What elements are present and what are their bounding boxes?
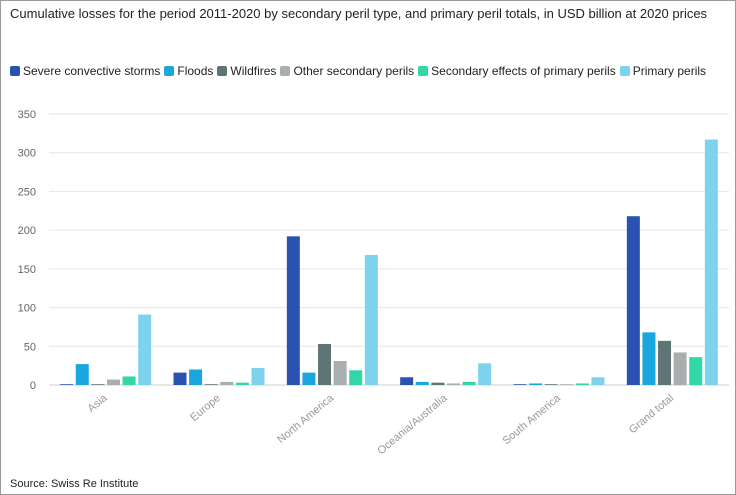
bar bbox=[626, 216, 640, 385]
x-tick-label: Europe bbox=[188, 392, 223, 424]
legend-item: Wildfires bbox=[217, 64, 276, 79]
y-tick-label: 50 bbox=[24, 341, 36, 353]
bar bbox=[251, 367, 265, 385]
legend-label: Wildfires bbox=[230, 64, 277, 78]
bar bbox=[235, 382, 249, 385]
bar bbox=[302, 372, 316, 385]
legend-item: Secondary effects of primary perils bbox=[418, 64, 616, 79]
legend-item: Other secondary perils bbox=[280, 64, 414, 79]
bar bbox=[431, 382, 445, 385]
bar bbox=[704, 139, 718, 385]
x-tick-label: South America bbox=[500, 392, 563, 448]
bar bbox=[286, 236, 300, 385]
bar bbox=[400, 377, 414, 385]
legend-label: Secondary effects of primary perils bbox=[431, 64, 616, 78]
legend-swatch bbox=[280, 66, 291, 76]
bar bbox=[673, 352, 687, 385]
x-tick-label: Asia bbox=[85, 392, 110, 416]
bar bbox=[364, 254, 378, 385]
bar bbox=[446, 383, 460, 385]
y-tick-label: 250 bbox=[18, 186, 36, 198]
legend-swatch bbox=[217, 66, 228, 76]
bar bbox=[91, 384, 105, 385]
chart-title: Cumulative losses for the period 2011-20… bbox=[10, 6, 708, 21]
legend-item: Severe convective storms bbox=[10, 64, 160, 79]
legend-swatch bbox=[10, 66, 20, 76]
y-tick-label: 0 bbox=[30, 380, 36, 392]
legend-label: Severe convective storms bbox=[23, 64, 161, 78]
legend-label: Other secondary perils bbox=[293, 64, 415, 78]
y-tick-label: 200 bbox=[18, 225, 36, 237]
legend-item: Primary perils bbox=[619, 64, 707, 79]
y-tick-label: 100 bbox=[18, 303, 36, 315]
bar bbox=[513, 384, 527, 385]
y-tick-label: 300 bbox=[18, 148, 36, 160]
bar bbox=[318, 343, 332, 385]
bar bbox=[349, 370, 363, 385]
bar bbox=[478, 363, 492, 385]
legend-label: Primary perils bbox=[632, 64, 707, 78]
bar bbox=[689, 357, 703, 385]
legend-label: Floods bbox=[177, 64, 214, 78]
bar bbox=[60, 384, 74, 385]
bar bbox=[544, 384, 558, 385]
legend-item: Floods bbox=[164, 64, 213, 79]
x-tick-label: North America bbox=[275, 392, 337, 447]
legend-swatch bbox=[418, 66, 429, 76]
bar bbox=[122, 376, 136, 385]
source-note: Source: Swiss Re Institute bbox=[10, 478, 139, 490]
bar bbox=[658, 340, 672, 385]
x-tick-label: Grand total bbox=[627, 392, 676, 436]
bar bbox=[333, 360, 347, 385]
bar bbox=[106, 379, 120, 385]
bar bbox=[138, 314, 152, 385]
bar bbox=[189, 369, 203, 385]
bar bbox=[173, 372, 187, 385]
bar bbox=[560, 384, 574, 385]
bar bbox=[642, 332, 656, 385]
bar bbox=[415, 381, 429, 385]
chart-legend: Severe convective storms Floods Wildfires O… bbox=[10, 64, 726, 79]
bar bbox=[204, 384, 218, 385]
chart-plot: 0 50 100 150 200 250 300 350 Asia Europe North Ame… bbox=[18, 109, 729, 458]
y-tick-label: 350 bbox=[18, 109, 36, 121]
bar bbox=[529, 383, 543, 385]
bar bbox=[220, 381, 234, 385]
bar bbox=[575, 383, 589, 385]
legend-swatch bbox=[164, 66, 175, 76]
bar bbox=[591, 377, 605, 385]
bar bbox=[75, 364, 89, 385]
y-tick-label: 150 bbox=[18, 264, 36, 276]
x-tick-label: Oceania/Australia bbox=[375, 392, 450, 458]
legend-swatch bbox=[619, 66, 630, 76]
bar bbox=[462, 381, 476, 385]
